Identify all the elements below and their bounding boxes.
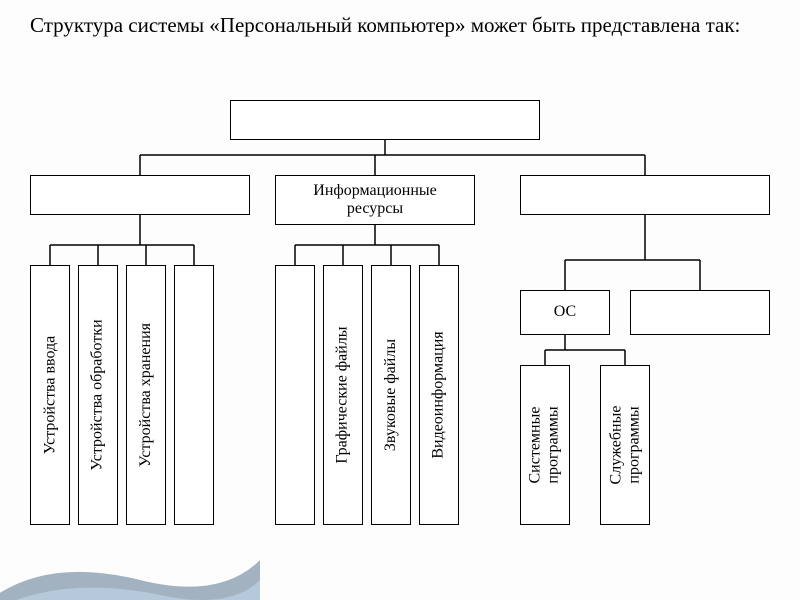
node-leaf-video-info: Видеоинформация [419, 265, 459, 525]
node-category-1 [30, 175, 250, 215]
node-label: Служебные программы [607, 406, 643, 485]
node-leaf-storage-devices: Устройства хранения [126, 265, 166, 525]
node-label: Информационные ресурсы [313, 182, 436, 219]
page-title: Структура системы «Персональный компьюте… [30, 12, 770, 38]
node-label: Устройства хранения [137, 323, 155, 467]
node-leaf-service-programs: Служебные программы [600, 365, 650, 525]
node-leaf-empty-3 [630, 290, 770, 335]
node-leaf-graphic-files: Графические файлы [323, 265, 363, 525]
node-label: Видеоинформация [430, 331, 448, 458]
node-os: ОС [520, 290, 610, 335]
node-category-3 [520, 175, 770, 215]
node-label: Системные программы [527, 406, 563, 483]
node-root [230, 100, 540, 140]
node-label: Устройства обработки [89, 319, 107, 470]
node-leaf-input-devices: Устройства ввода [30, 265, 70, 525]
node-label: Графические файлы [334, 326, 352, 463]
node-leaf-sound-files: Звуковые файлы [371, 265, 411, 525]
node-label: Устройства ввода [41, 336, 59, 455]
node-leaf-empty-1 [174, 265, 214, 525]
node-category-2: Информационные ресурсы [275, 175, 475, 225]
node-leaf-system-programs: Системные программы [520, 365, 570, 525]
node-leaf-processing-devices: Устройства обработки [78, 265, 118, 525]
node-label: ОС [554, 303, 576, 321]
node-label: Звуковые файлы [382, 339, 400, 451]
node-leaf-empty-2 [275, 265, 315, 525]
